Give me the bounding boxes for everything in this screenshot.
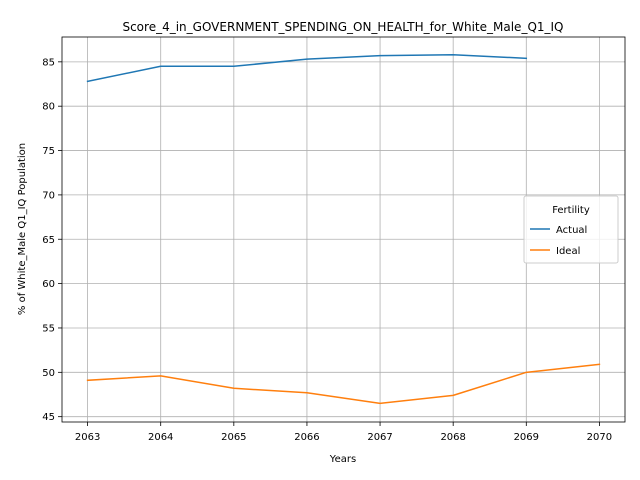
x-tick-label: 2065 [221,432,246,443]
legend-frame [523,195,619,264]
legend-title: Fertility [552,205,590,216]
y-tick-label: 45 [42,412,55,423]
y-axis-label: % of White_Male Q1_IQ Population [17,143,28,315]
x-tick-label: 2064 [148,432,173,443]
y-tick-label: 50 [42,368,55,379]
legend: Fertility Actual Ideal [523,195,619,264]
y-tick-label: 75 [42,146,55,157]
x-tick-label: 2070 [587,432,612,443]
y-tick-label: 70 [42,190,55,201]
y-tick-label: 55 [42,323,55,334]
x-tick-label: 2069 [514,432,539,443]
x-tick-label: 2063 [75,432,100,443]
series-line-actual [86,53,528,83]
series-lines [86,53,601,405]
y-tick-label: 60 [42,279,55,290]
x-tick-label: 2068 [440,432,465,443]
y-tick-label: 80 [42,102,55,113]
x-tick-label: 2067 [367,432,392,443]
y-tick-label: 85 [42,57,55,68]
y-tick-label: 65 [42,235,55,246]
x-axis-label: Years [329,454,356,465]
axis-ticks: 2063 2064 2065 2066 2067 2068 2069 2070 45 50 55 60… [42,57,612,443]
legend-label-actual: Actual [556,225,587,236]
chart-title: Score_4_in_GOVERNMENT_SPENDING_ON_HEALTH… [122,20,563,34]
x-tick-label: 2066 [294,432,319,443]
series-line-ideal [86,363,601,405]
legend-label-ideal: Ideal [556,246,580,257]
plot-area-frame [61,36,626,423]
